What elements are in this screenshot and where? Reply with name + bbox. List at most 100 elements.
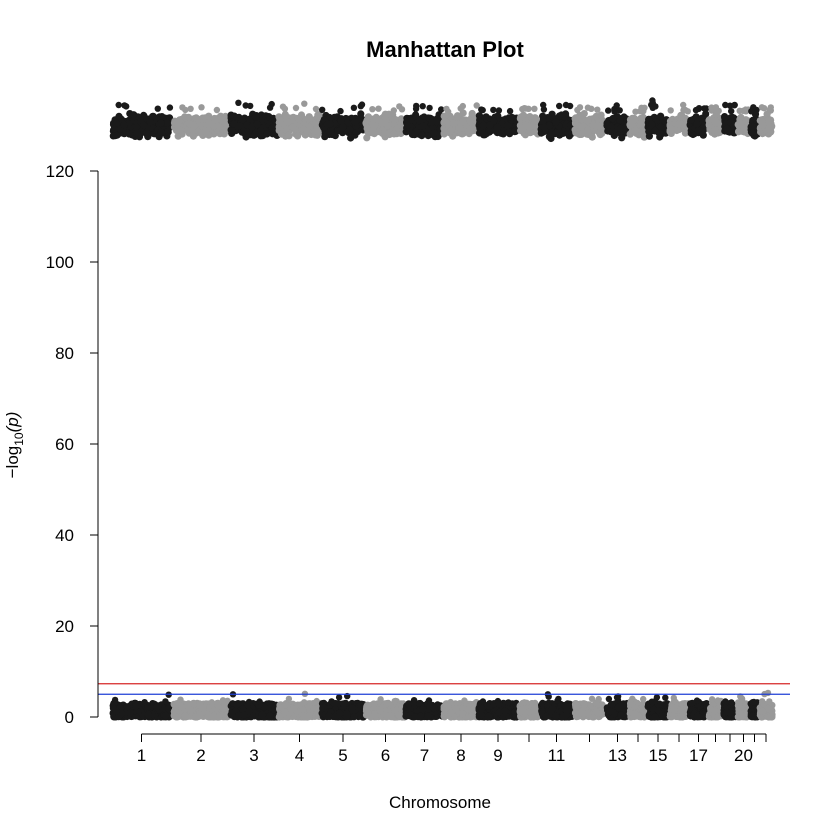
data-point [257,127,265,135]
data-point [584,709,592,718]
data-point [566,102,574,110]
data-point [123,703,131,711]
data-point [419,122,427,130]
data-point [144,711,152,719]
data-point [221,702,229,711]
data-point [213,106,221,114]
data-point [321,133,329,141]
data-point [346,125,354,134]
data-point [594,106,601,113]
data-point [235,122,243,130]
data-point [187,105,194,113]
data-point [300,712,308,720]
data-point [166,104,174,111]
peak-point [358,101,366,108]
data-point [443,105,450,113]
data-point [219,697,227,704]
data-point [555,128,563,136]
data-point [312,105,320,113]
data-point [447,698,454,706]
data-point [196,701,204,709]
data-point [141,699,148,706]
data-point [347,134,355,142]
data-point [144,704,152,712]
data-point [390,130,398,138]
data-point [230,120,238,128]
data-point [522,121,530,130]
data-point [252,113,260,121]
data-point [299,706,307,714]
data-point [458,710,467,718]
peak-point [478,106,485,113]
data-point [578,123,586,131]
data-point [162,698,169,705]
data-point [245,115,254,123]
data-point [426,104,433,112]
data-point [132,702,140,710]
data-point [447,709,456,717]
data-point [303,127,311,135]
chart-title: Manhattan Plot [366,37,524,62]
data-point [235,712,243,720]
peak-point [177,696,184,703]
data-point [554,697,561,704]
data-point [330,700,337,707]
data-point [606,707,614,715]
data-point [425,697,433,704]
data-point [245,707,253,715]
data-point [580,700,589,708]
data-point [616,116,624,125]
data-point [247,102,254,110]
data-point [263,130,271,138]
data-point [450,119,458,127]
data-point [390,107,397,114]
data-point [447,127,455,135]
data-point [111,131,119,139]
data-point [369,106,376,113]
data-point [506,107,514,115]
data-point [364,709,372,717]
data-point [531,105,538,113]
data-point [351,118,359,126]
data-point [531,699,539,707]
data-point [240,711,248,719]
data-point [113,119,121,127]
data-point [508,113,516,121]
data-point [592,708,600,716]
data-point [157,128,165,136]
data-point [584,104,592,111]
data-point [215,713,223,721]
data-point [146,118,154,126]
data-point [154,105,161,112]
data-point [281,708,289,716]
data-point [256,698,263,705]
data-point [229,700,236,707]
data-point [161,712,170,720]
data-point [370,700,378,708]
data-point [456,124,464,132]
data-point [204,712,212,721]
data-point [529,122,537,130]
data-point [130,111,138,119]
data-point [605,695,613,703]
data-point [208,699,215,706]
data-point [238,116,247,124]
data-point [258,711,266,719]
data-point [542,712,550,721]
data-point [530,706,538,715]
data-point [584,116,592,124]
data-point [609,114,617,123]
peak-point [413,102,420,110]
data-point [191,713,199,721]
data-point [163,119,171,127]
data-point [228,126,236,135]
peak-point [588,695,596,702]
points-layer [109,97,776,721]
data-point [190,122,198,130]
data-point [125,130,133,138]
data-point [572,114,580,122]
data-point [539,117,547,125]
data-point [596,131,604,139]
data-point [424,712,432,720]
